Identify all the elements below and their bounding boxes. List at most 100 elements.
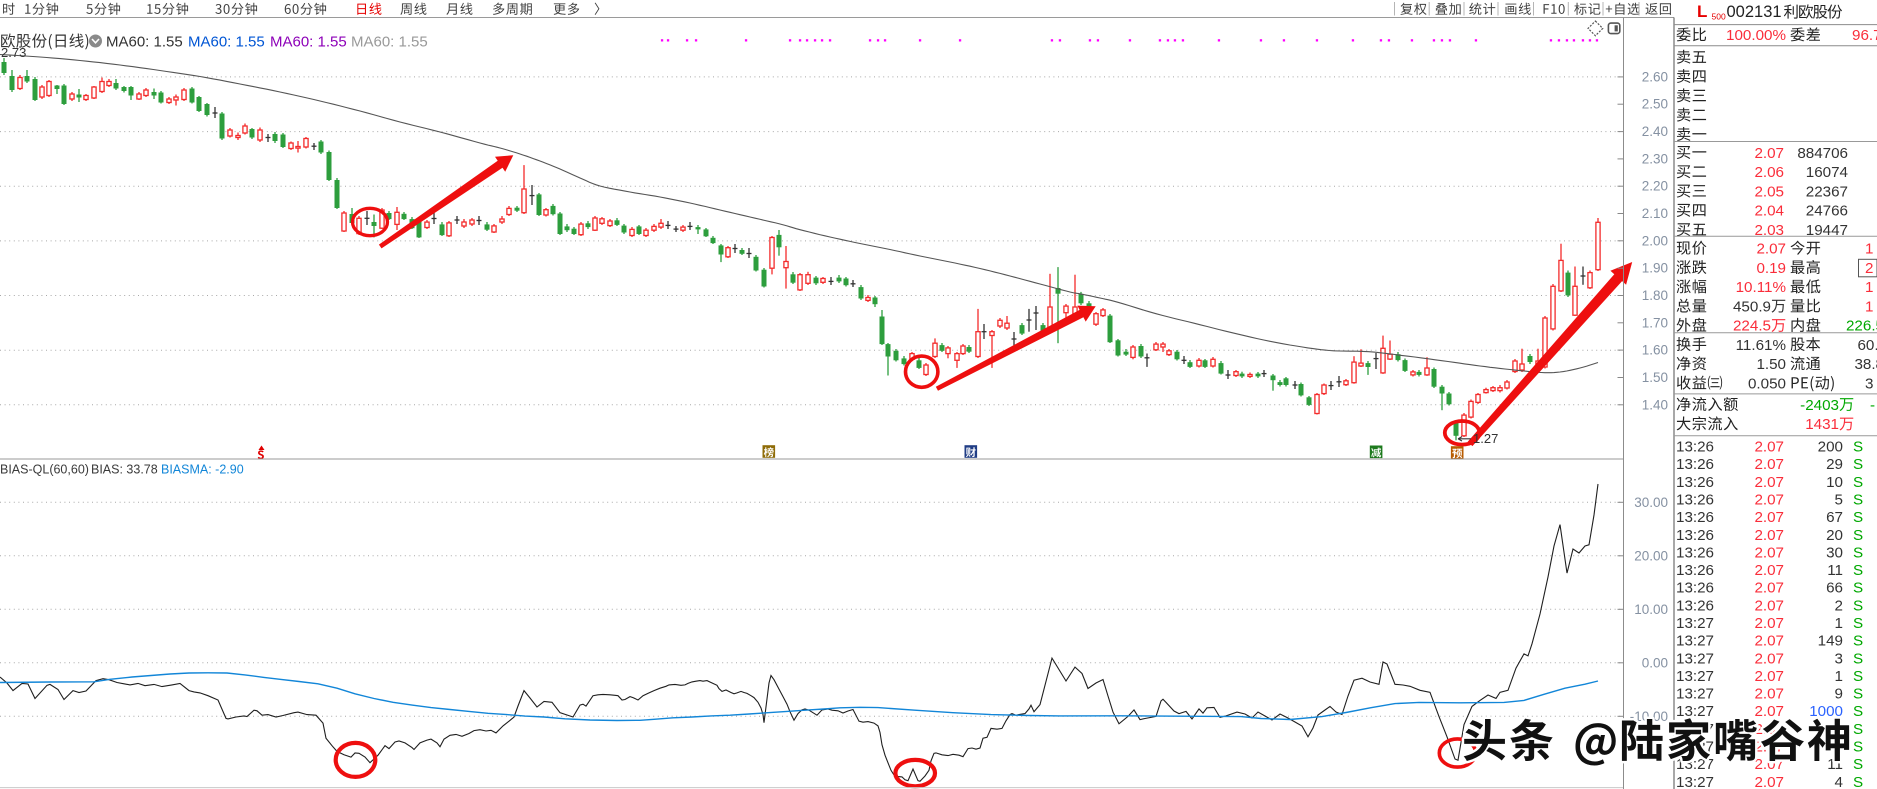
svg-text:149: 149: [1818, 633, 1843, 650]
svg-text:L: L: [1697, 2, 1707, 21]
svg-text:2.07: 2.07: [1754, 145, 1784, 162]
svg-text:2.07: 2.07: [1754, 703, 1784, 720]
svg-text:224.5: 224.5: [1733, 318, 1771, 335]
svg-text:1: 1: [1865, 241, 1873, 258]
svg-text:0.19: 0.19: [1756, 260, 1786, 277]
svg-text:2.07: 2.07: [1754, 597, 1784, 614]
svg-text:450.9: 450.9: [1733, 298, 1771, 315]
svg-text:1.50: 1.50: [1642, 370, 1668, 385]
svg-text:2.60: 2.60: [1642, 69, 1668, 84]
svg-text:13:26: 13:26: [1676, 474, 1714, 491]
svg-text:2.07: 2.07: [1754, 456, 1784, 473]
svg-text:1.50: 1.50: [1756, 356, 1786, 373]
svg-text:2.07: 2.07: [1754, 668, 1784, 685]
svg-text:2.07: 2.07: [1754, 474, 1784, 491]
svg-text:0.050: 0.050: [1748, 375, 1786, 392]
svg-text:S: S: [1853, 474, 1863, 491]
svg-text:29: 29: [1826, 456, 1843, 473]
svg-text:0.00: 0.00: [1642, 655, 1668, 670]
svg-text:2: 2: [1835, 597, 1843, 614]
svg-text:10: 10: [1826, 474, 1843, 491]
svg-text:30.00: 30.00: [1634, 495, 1668, 510]
svg-text:S: S: [1853, 615, 1863, 632]
svg-text:11: 11: [1827, 562, 1843, 579]
svg-text:MA60: 1.55: MA60: 1.55: [351, 34, 428, 51]
svg-text:3: 3: [1835, 650, 1843, 667]
svg-text:13:27: 13:27: [1676, 686, 1714, 703]
svg-text:60.0: 60.0: [1857, 337, 1877, 354]
svg-text:S: S: [1853, 721, 1863, 738]
svg-text:S: S: [1853, 633, 1863, 650]
svg-text:S: S: [1853, 774, 1863, 789]
svg-text:2.07: 2.07: [1754, 527, 1784, 544]
svg-text:S: S: [1853, 509, 1863, 526]
svg-text:002131: 002131: [1727, 3, 1782, 21]
svg-text:2.10: 2.10: [1642, 206, 1668, 221]
svg-text:13:26: 13:26: [1676, 580, 1714, 597]
svg-text:2.04: 2.04: [1754, 203, 1784, 220]
svg-text:1.80: 1.80: [1642, 288, 1668, 303]
svg-text:13:26: 13:26: [1676, 439, 1714, 456]
svg-text:13:26: 13:26: [1676, 544, 1714, 561]
svg-text:13:27: 13:27: [1676, 650, 1714, 667]
svg-text:24766: 24766: [1806, 203, 1848, 220]
svg-text:11.61%: 11.61%: [1736, 337, 1786, 354]
svg-text:1: 1: [1835, 615, 1843, 632]
svg-text:2.50: 2.50: [1642, 97, 1668, 112]
svg-text:S: S: [1853, 456, 1863, 473]
svg-text:19447: 19447: [1806, 222, 1848, 239]
svg-text:-2403: -2403: [1800, 397, 1839, 414]
svg-text:67: 67: [1826, 509, 1843, 526]
svg-text:2.20: 2.20: [1642, 179, 1668, 194]
svg-text:2.07: 2.07: [1754, 580, 1784, 597]
svg-text:100.00%: 100.00%: [1726, 27, 1786, 44]
svg-text:2.07: 2.07: [1754, 686, 1784, 703]
svg-text:S: S: [1853, 527, 1863, 544]
svg-text:1.60: 1.60: [1642, 343, 1668, 358]
svg-text:4: 4: [1835, 774, 1843, 789]
svg-text:30: 30: [1826, 544, 1843, 561]
svg-text:1.27: 1.27: [1473, 431, 1498, 446]
svg-text:2.40: 2.40: [1642, 124, 1668, 139]
svg-text:96.7: 96.7: [1852, 27, 1877, 44]
svg-text:BIAS-QL(60,60): BIAS-QL(60,60): [0, 463, 89, 477]
svg-text:2.07: 2.07: [1754, 650, 1784, 667]
svg-text:MA60: 1.55: MA60: 1.55: [270, 34, 347, 51]
svg-text:20: 20: [1826, 527, 1843, 544]
svg-text:22367: 22367: [1806, 183, 1848, 200]
svg-text:2.07: 2.07: [1756, 241, 1786, 258]
svg-text:13:26: 13:26: [1676, 509, 1714, 526]
svg-text:66: 66: [1826, 580, 1843, 597]
svg-text:S: S: [1853, 686, 1863, 703]
svg-text:884706: 884706: [1797, 145, 1848, 162]
svg-text:1: 1: [1865, 298, 1873, 315]
svg-text:S: S: [1853, 544, 1863, 561]
svg-text:13:26: 13:26: [1676, 527, 1714, 544]
svg-text:2.07: 2.07: [1754, 509, 1784, 526]
svg-text:3: 3: [1865, 375, 1873, 392]
svg-text:S: S: [1853, 580, 1863, 597]
svg-text:S: S: [1853, 491, 1863, 508]
svg-text:1: 1: [1835, 668, 1843, 685]
svg-text:13:27: 13:27: [1676, 615, 1714, 632]
svg-text:2.00: 2.00: [1642, 233, 1668, 248]
svg-text:1.40: 1.40: [1642, 397, 1668, 412]
svg-text:1.90: 1.90: [1642, 261, 1668, 276]
svg-text:13:27: 13:27: [1676, 703, 1714, 720]
svg-text:BIASMA: -2.90: BIASMA: -2.90: [161, 463, 244, 477]
svg-text:2: 2: [1865, 260, 1873, 277]
svg-text:2.07: 2.07: [1754, 633, 1784, 650]
svg-text:2.07: 2.07: [1754, 615, 1784, 632]
svg-text:-10.00: -10.00: [1630, 709, 1668, 724]
svg-text:500: 500: [1712, 12, 1726, 22]
svg-text:S: S: [1853, 597, 1863, 614]
svg-text:MA60: 1.55: MA60: 1.55: [106, 34, 183, 51]
svg-text:9: 9: [1835, 686, 1843, 703]
svg-text:BIAS: 33.78: BIAS: 33.78: [91, 463, 158, 477]
svg-text:S: S: [1853, 439, 1863, 456]
svg-text:-: -: [1870, 397, 1875, 414]
svg-text:200: 200: [1818, 439, 1843, 456]
svg-text:1000: 1000: [1809, 703, 1843, 720]
svg-text:13:27: 13:27: [1676, 633, 1714, 650]
svg-text:S: S: [1853, 756, 1863, 773]
